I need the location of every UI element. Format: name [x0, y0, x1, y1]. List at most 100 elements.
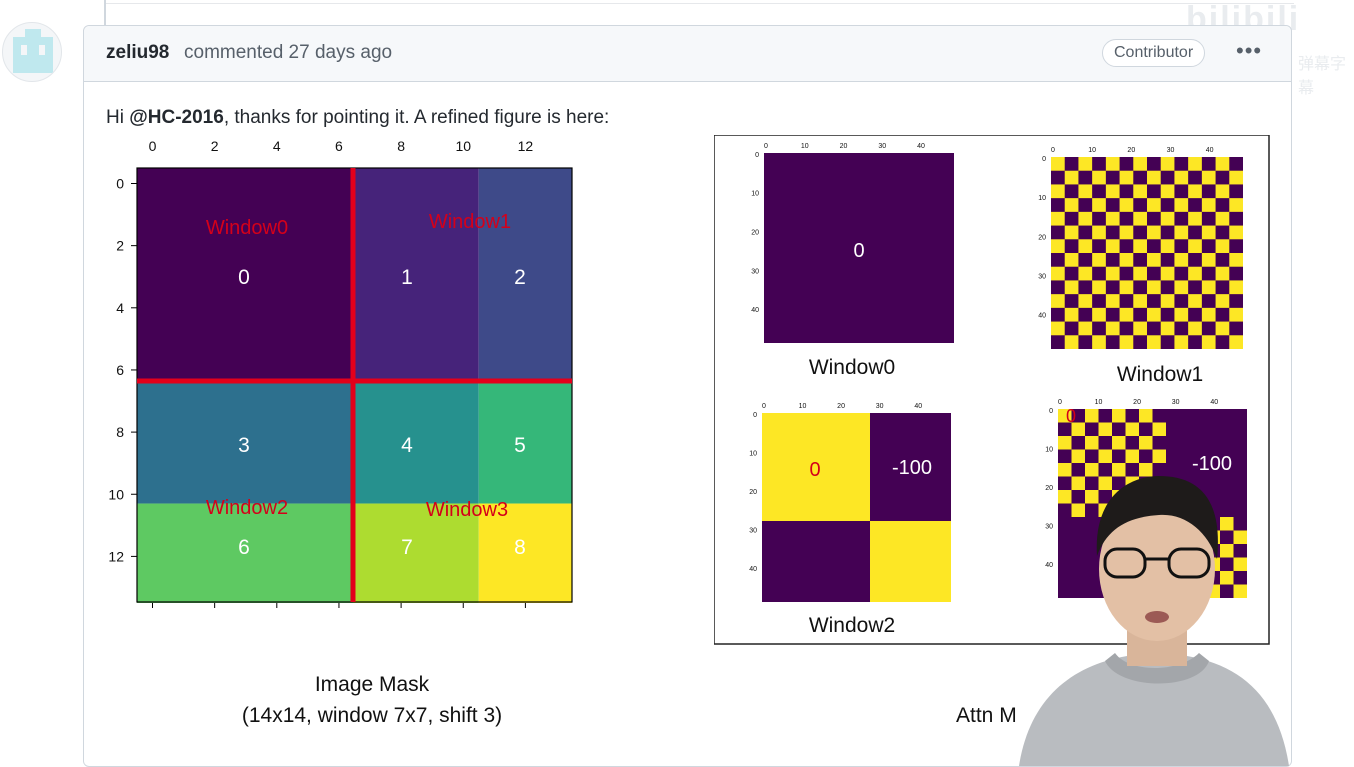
- panel-y-tick: 40: [1038, 313, 1046, 320]
- checker-cell: [1139, 463, 1153, 477]
- checker-cell: [1071, 503, 1085, 517]
- region-label-2: 2: [514, 266, 526, 289]
- panel-x-tick: 20: [840, 143, 848, 150]
- image-mask-caption-line2: (14x14, window 7x7, shift 3): [241, 704, 503, 727]
- comment-author[interactable]: zeliu98: [106, 42, 170, 63]
- checker-cell: [1133, 211, 1147, 226]
- checker-cell: [1133, 157, 1147, 171]
- checker-cell: [1119, 225, 1134, 240]
- checker-cell: [1233, 557, 1247, 571]
- panel2-value-0: 0: [809, 459, 820, 481]
- panel-y-tick: 30: [1038, 274, 1046, 281]
- panel-x-tick: 0: [1051, 147, 1055, 154]
- checker-cell: [1133, 184, 1147, 199]
- panel-y-tick: 10: [1038, 195, 1046, 202]
- checker-cell: [1160, 294, 1175, 308]
- checker-cell: [1147, 170, 1161, 185]
- checker-cell: [1058, 436, 1072, 450]
- checker-cell: [1064, 335, 1079, 349]
- panel-x-tick: 40: [1206, 147, 1214, 154]
- checker-cell: [1188, 211, 1202, 226]
- checker-cell: [1092, 280, 1106, 295]
- checker-cell: [1119, 280, 1134, 295]
- checker-cell: [1152, 422, 1166, 436]
- panel-y-tick: 20: [1045, 485, 1053, 492]
- checker-cell: [1215, 157, 1230, 171]
- panel-x-tick: 40: [1210, 399, 1218, 406]
- checker-cell: [1201, 307, 1216, 322]
- user-mention-link[interactable]: @HC-2016: [129, 107, 224, 128]
- panel2-cell-br: [870, 521, 951, 602]
- panel-x-tick: 10: [1088, 147, 1096, 154]
- panel2-value-1: -100: [892, 457, 932, 479]
- image-mask-caption-line1: Image Mask: [314, 673, 430, 696]
- checker-cell: [1174, 280, 1189, 295]
- panel-y-tick: 40: [1045, 562, 1053, 569]
- checker-cell: [1201, 335, 1216, 349]
- checker-cell: [1064, 170, 1079, 185]
- body-prefix: Hi: [106, 107, 130, 128]
- checker-cell: [1201, 170, 1216, 185]
- checker-cell: [1147, 225, 1161, 240]
- x-tick-label: 10: [455, 138, 471, 154]
- checker-cell: [1147, 335, 1161, 349]
- checker-cell: [1119, 198, 1134, 212]
- checker-cell: [1078, 184, 1093, 199]
- checker-cell: [1174, 335, 1189, 349]
- checker-cell: [1078, 294, 1093, 308]
- checker-cell: [1233, 530, 1247, 544]
- checker-cell: [1098, 422, 1112, 436]
- x-tick-label: 2: [211, 138, 219, 154]
- checker-cell: [1174, 307, 1189, 322]
- checker-cell: [1112, 436, 1126, 450]
- panel2-cell-tr: [870, 413, 951, 521]
- image-mask-y-ticks: 0 2 4 6 8 10 12: [108, 176, 137, 564]
- avatar-identicon: [13, 29, 53, 73]
- checker-cell: [1139, 409, 1153, 423]
- panel-y-tick: 40: [751, 307, 759, 314]
- checker-cell: [1105, 294, 1120, 308]
- checker-cell: [1064, 307, 1079, 322]
- checker-cell: [1085, 409, 1099, 423]
- checker-cell: [1078, 157, 1093, 171]
- presenter-hoodie: [1019, 656, 1289, 766]
- more-options-icon[interactable]: •••: [1236, 38, 1263, 63]
- checker-cell: [1078, 211, 1093, 226]
- region-3: [137, 382, 353, 504]
- panel3-value-0: 0: [1066, 406, 1076, 426]
- panel2-cell-tl: [762, 413, 870, 521]
- checker-cell: [1119, 170, 1134, 185]
- checker-cell: [1188, 184, 1202, 199]
- body-suffix: , thanks for pointing it. A refined figu…: [223, 107, 610, 128]
- comment-header: zeliu98 commented 27 days ago Contributo…: [84, 26, 1291, 82]
- comment-action[interactable]: commented 27 days ago: [184, 42, 393, 63]
- panel-y-tick: 0: [1042, 156, 1046, 163]
- region-label-3: 3: [238, 434, 250, 457]
- checker-cell: [1058, 409, 1072, 423]
- comment-body: Hi @HC-2016, thanks for pointing it. A r…: [106, 107, 609, 129]
- avatar[interactable]: [2, 22, 62, 82]
- checker-cell: [1220, 544, 1234, 558]
- x-tick-label: 8: [397, 138, 405, 154]
- region-label-1: 1: [401, 266, 413, 289]
- checker-cell: [1160, 266, 1175, 281]
- presenter-hood-collar: [1105, 653, 1209, 684]
- checker-cell: [1147, 307, 1161, 322]
- timeline-line: [104, 0, 106, 26]
- image-mask-figure: 0 2 4 6 8 10 12 0 2 4 6 8 10 12 0 1 2 3 4 5 6 7 8 Wi…: [108, 138, 573, 608]
- checker-cell: [1105, 239, 1120, 253]
- panel-x-tick: 40: [917, 143, 925, 150]
- checker-cell: [1071, 476, 1085, 490]
- checker-cell: [1092, 198, 1106, 212]
- checker-cell: [1215, 321, 1230, 336]
- region-label-7: 7: [401, 536, 413, 559]
- video-watermark-sub: 弹幕字幕: [1298, 56, 1347, 97]
- checker-cell: [1174, 225, 1189, 240]
- checker-cell: [1174, 198, 1189, 212]
- checker-cell: [1119, 307, 1134, 322]
- checker-cell: [1071, 449, 1085, 463]
- region-label-6: 6: [238, 536, 250, 559]
- region-5: [478, 382, 572, 504]
